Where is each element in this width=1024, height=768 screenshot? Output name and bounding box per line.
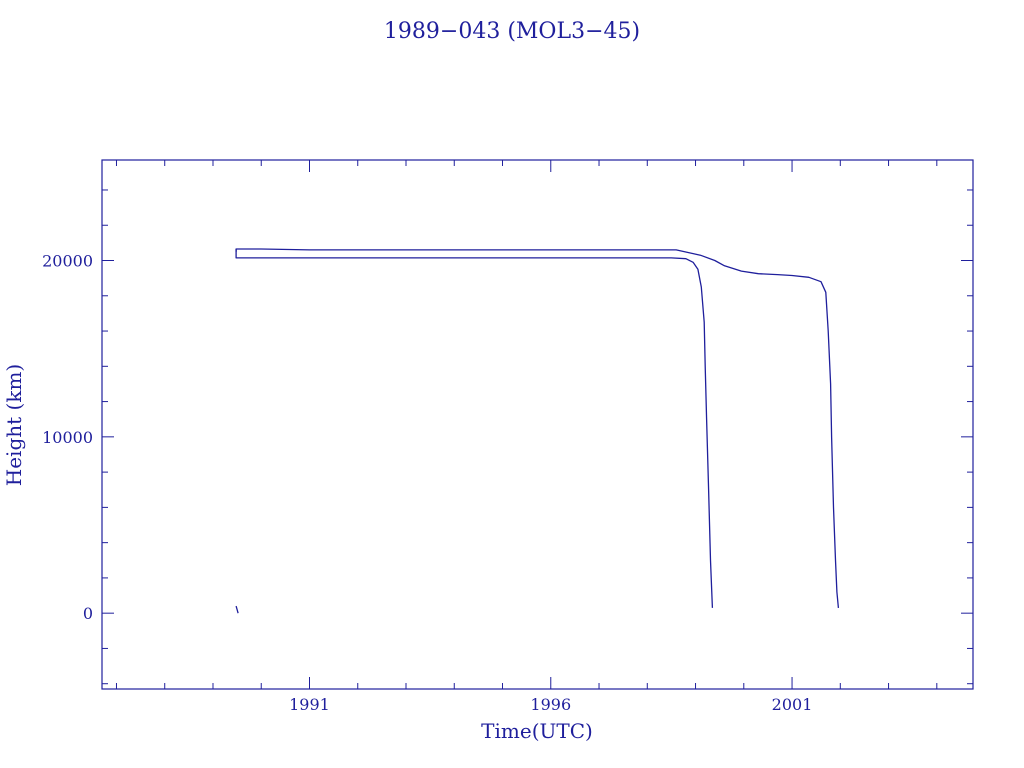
y-axis-label: Height (km) bbox=[2, 364, 26, 486]
y-tick-label: 0 bbox=[83, 604, 93, 623]
series-line bbox=[235, 249, 714, 608]
x-tick-label: 1996 bbox=[530, 695, 571, 714]
x-axis-label: Time(UTC) bbox=[481, 719, 593, 743]
x-tick-label: 1991 bbox=[289, 695, 330, 714]
series-line bbox=[235, 248, 840, 608]
axis-ticks: 1991 1996 2001 0 10000 20000 bbox=[42, 160, 973, 714]
x-tick-label: 2001 bbox=[772, 695, 813, 714]
y-tick-label: 10000 bbox=[42, 428, 93, 447]
y-tick-label: 20000 bbox=[42, 252, 93, 271]
series-line bbox=[235, 605, 239, 614]
chart-title: 1989−043 (MOL3−45) bbox=[384, 19, 640, 44]
plot-frame bbox=[101, 159, 974, 690]
series-group bbox=[235, 248, 840, 614]
